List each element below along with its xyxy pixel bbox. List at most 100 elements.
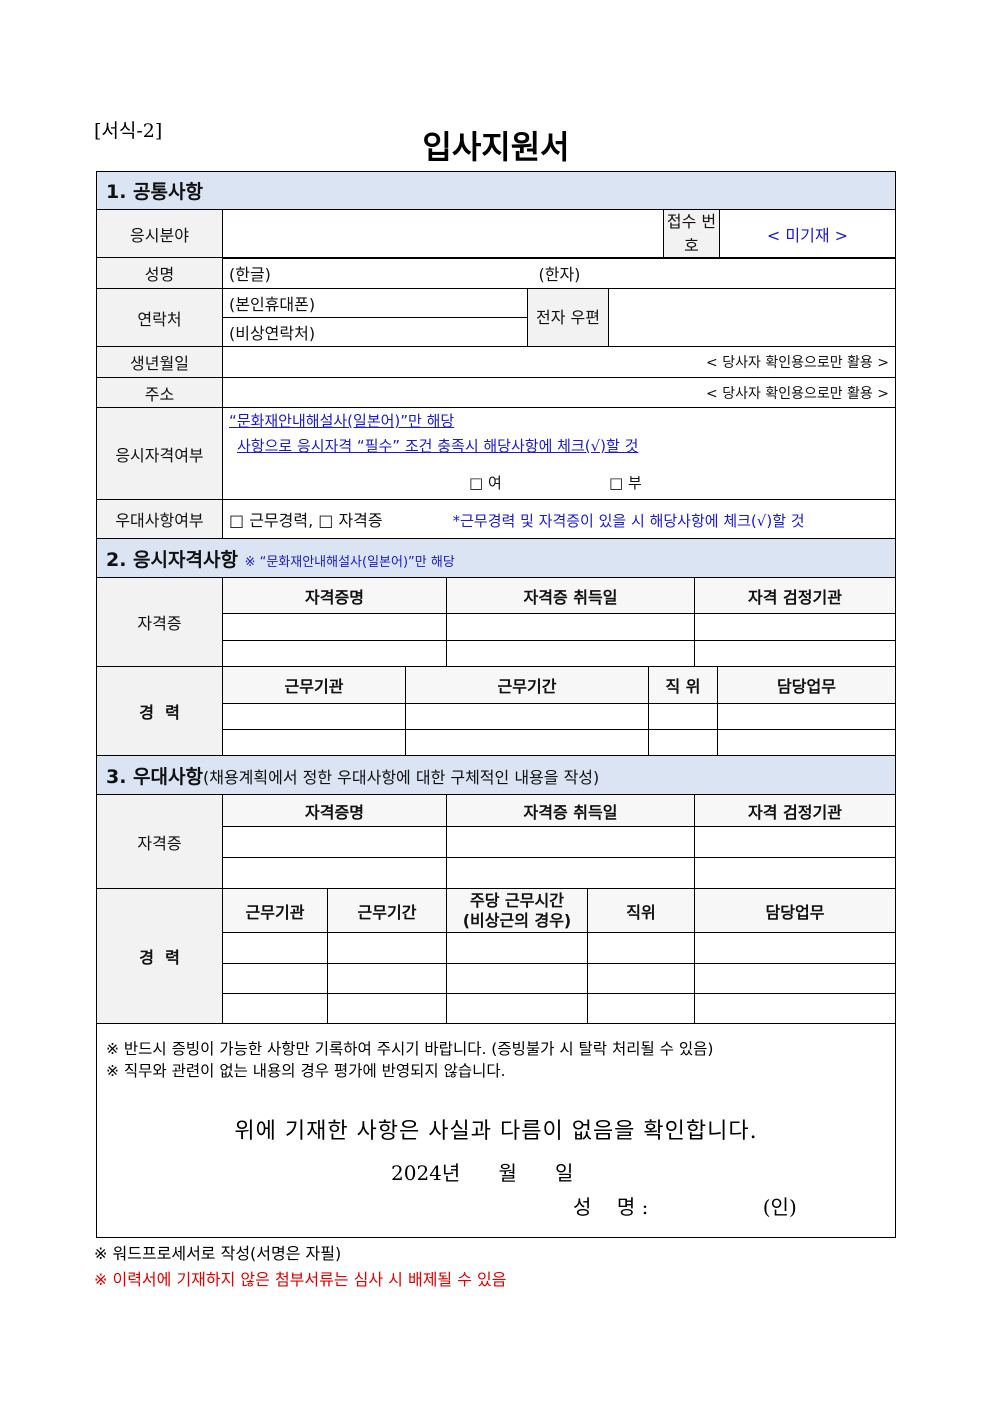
col-header: 자격증 취득일 <box>446 794 695 827</box>
cell[interactable] <box>222 640 447 667</box>
cell[interactable] <box>222 729 406 756</box>
section-2-header: 2. 응시자격사항 ※ “문화재안내해설사(일본어)”만 해당 <box>96 538 896 578</box>
s3-cert-label: 자격증 <box>96 794 223 889</box>
cell[interactable] <box>222 857 447 889</box>
receipt-label: 접수 번호 <box>663 209 720 259</box>
cell[interactable] <box>222 993 328 1024</box>
declaration-box: ※ 반드시 증빙이 가능한 사항만 기록하여 주시기 바랍니다. (증빙불가 시… <box>96 1023 896 1238</box>
name-korean-input[interactable]: (한글) <box>222 257 533 289</box>
cell[interactable] <box>222 613 447 641</box>
cell[interactable] <box>446 963 588 994</box>
date-line: 2024년 월 일 <box>391 1161 574 1185</box>
cell[interactable] <box>327 963 447 994</box>
cell[interactable] <box>694 993 896 1024</box>
col-header: 직위 <box>587 888 695 933</box>
col-header: 자격증명 <box>222 794 447 827</box>
birth-input[interactable]: < 당사자 확인용으로만 활용 > <box>222 346 896 378</box>
section-3: 3. 우대사항(채용계획에서 정한 우대사항에 대한 구체적인 내용을 작성) … <box>96 755 896 889</box>
col-header: 담당업무 <box>717 666 896 704</box>
cell[interactable] <box>446 613 695 641</box>
s3-career: 경 력 근무기관 근무기간 주당 근무시간 (비상근의 경우) 직위 담당업무 <box>96 888 896 1024</box>
col-header: 자격 검정기관 <box>694 577 896 614</box>
cell[interactable] <box>405 729 649 756</box>
cell[interactable] <box>446 640 695 667</box>
field-input[interactable] <box>222 209 664 259</box>
col-header: 근무기간 <box>405 666 649 704</box>
confirm-statement: 위에 기재한 사항은 사실과 다름이 없음을 확인합니다. <box>234 1119 758 1144</box>
qualification-label: 응시자격여부 <box>96 407 223 500</box>
section-2-note: ※ “문화재안내해설사(일본어)”만 해당 <box>244 554 455 570</box>
address-label: 주소 <box>96 377 223 408</box>
contact-label: 연락처 <box>96 288 223 347</box>
name-row: 성명 (한글) (한자) <box>96 257 896 289</box>
cell[interactable] <box>446 826 695 858</box>
qualification-yes-checkbox[interactable]: □ 여 <box>469 474 502 492</box>
cell[interactable] <box>587 993 695 1024</box>
preference-note: *근무경력 및 자격증이 있을 시 해당사항에 체크(√)할 것 <box>452 512 805 530</box>
qualification-note-1: “문화재안내해설사(일본어)”만 해당 <box>229 412 455 430</box>
cell[interactable] <box>694 826 896 858</box>
note-2: ※ 직무와 관련이 없는 내용의 경우 평가에 반영되지 않습니다. <box>106 1062 506 1080</box>
col-header: 자격증 취득일 <box>446 577 695 614</box>
col-header: 근무기간 <box>327 888 447 933</box>
col-header: 근무기관 <box>222 888 328 933</box>
cell[interactable] <box>694 932 896 964</box>
footer-note-1: ※ 워드프로세서로 작성(서명은 자필) <box>94 1244 342 1263</box>
section-1: 1. 공통사항 응시분야 접수 번호 < 미기재 > <box>96 171 896 259</box>
col-header: 자격 검정기관 <box>694 794 896 827</box>
emergency-input[interactable]: (비상연락처) <box>222 317 528 347</box>
cell[interactable] <box>648 729 718 756</box>
email-label: 전자 우편 <box>527 288 609 347</box>
cell[interactable] <box>694 857 896 889</box>
col-header: 근무기관 <box>222 666 406 704</box>
signature-line[interactable]: 성 명 : (인) <box>573 1195 797 1219</box>
cell[interactable] <box>222 703 406 730</box>
section-3-note: (채용계획에서 정한 우대사항에 대한 구체적인 내용을 작성) <box>202 767 600 787</box>
cell[interactable] <box>694 963 896 994</box>
col-header: 주당 근무시간 (비상근의 경우) <box>446 888 588 933</box>
footer-note-2: ※ 이력서에 기재하지 않은 첨부서류는 심사 시 배제될 수 있음 <box>94 1270 507 1289</box>
email-input[interactable] <box>608 288 896 347</box>
cell[interactable] <box>717 703 896 730</box>
qualification-no-checkbox[interactable]: □ 부 <box>609 474 642 492</box>
cell[interactable] <box>648 703 718 730</box>
receipt-value: < 미기재 > <box>719 209 896 259</box>
preference-label: 우대사항여부 <box>96 499 223 539</box>
contact-rows: 연락처 (본인휴대폰) 전자 우편 (비상연락처) <box>96 288 896 347</box>
cell[interactable] <box>717 729 896 756</box>
cell[interactable] <box>222 963 328 994</box>
section-1-header: 1. 공통사항 <box>96 171 896 210</box>
col-header: 자격증명 <box>222 577 447 614</box>
page-title: 입사지원서 <box>422 128 570 166</box>
field-label: 응시분야 <box>96 209 223 259</box>
cell[interactable] <box>446 993 588 1024</box>
cell[interactable] <box>405 703 649 730</box>
col-header: 담당업무 <box>694 888 896 933</box>
cell[interactable] <box>587 932 695 964</box>
preference-checkboxes[interactable]: □ 근무경력, □ 자격증 <box>229 511 383 530</box>
cell[interactable] <box>587 963 695 994</box>
qualification-note-2: 사항으로 응시자격 “필수” 조건 충족시 해당사항에 체크(√)할 것 <box>237 437 639 455</box>
cell[interactable] <box>694 640 896 667</box>
cell[interactable] <box>694 613 896 641</box>
birth-address-rows: 생년월일 < 당사자 확인용으로만 활용 > 주소 < 당사자 확인용으로만 활용 … <box>96 346 896 539</box>
s3-career-label: 경 력 <box>96 888 223 1024</box>
cell[interactable] <box>446 932 588 964</box>
cell[interactable] <box>327 993 447 1024</box>
mobile-input[interactable]: (본인휴대폰) <box>222 288 528 318</box>
s2-career: 경 력 근무기관 근무기간 직 위 담당업무 <box>96 666 896 756</box>
name-hanja-input[interactable]: (한자) <box>532 257 896 289</box>
name-label: 성명 <box>96 257 223 289</box>
s2-cert-label: 자격증 <box>96 577 223 667</box>
cell[interactable] <box>446 857 695 889</box>
cell[interactable] <box>327 932 447 964</box>
col-header: 직 위 <box>648 666 718 704</box>
section-2: 2. 응시자격사항 ※ “문화재안내해설사(일본어)”만 해당 자격증 자격증명 자… <box>96 538 896 667</box>
form-label: [서식-2] <box>94 120 163 142</box>
cell[interactable] <box>222 932 328 964</box>
cell[interactable] <box>222 826 447 858</box>
address-input[interactable]: < 당사자 확인용으로만 활용 > <box>222 377 896 408</box>
birth-label: 생년월일 <box>96 346 223 378</box>
note-1: ※ 반드시 증빙이 가능한 사항만 기록하여 주시기 바랍니다. (증빙불가 시… <box>106 1040 714 1058</box>
